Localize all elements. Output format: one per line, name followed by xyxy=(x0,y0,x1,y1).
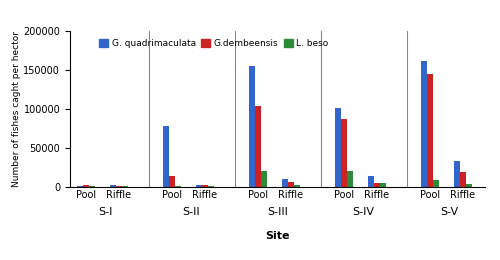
Bar xyxy=(249,66,255,187)
Bar xyxy=(454,161,460,187)
Bar xyxy=(255,106,261,187)
Bar xyxy=(89,186,95,187)
Bar xyxy=(163,126,169,187)
Bar xyxy=(421,61,427,187)
Bar xyxy=(288,182,294,187)
Bar xyxy=(460,172,466,187)
Bar xyxy=(282,179,288,187)
Bar xyxy=(433,180,439,187)
Text: S-II: S-II xyxy=(182,207,200,217)
Bar xyxy=(77,186,83,187)
Text: S-V: S-V xyxy=(440,207,458,217)
Bar xyxy=(196,185,202,187)
Text: S-III: S-III xyxy=(267,207,288,217)
Bar xyxy=(335,108,341,187)
Bar xyxy=(175,186,181,187)
Bar xyxy=(122,186,128,187)
Bar xyxy=(294,185,300,187)
X-axis label: Site: Site xyxy=(265,231,290,240)
Text: S-IV: S-IV xyxy=(352,207,374,217)
Legend: G. quadrimaculata, G.dembeensis, L. beso: G. quadrimaculata, G.dembeensis, L. beso xyxy=(96,36,332,52)
Bar xyxy=(202,185,208,187)
Bar xyxy=(341,119,347,187)
Bar xyxy=(347,171,353,187)
Y-axis label: Number of fishes caght per hector: Number of fishes caght per hector xyxy=(12,31,20,187)
Bar xyxy=(380,183,386,187)
Bar xyxy=(427,74,433,187)
Bar xyxy=(368,176,374,187)
Bar xyxy=(110,185,116,187)
Bar xyxy=(374,183,380,187)
Bar xyxy=(169,176,175,187)
Bar xyxy=(116,186,122,187)
Bar xyxy=(261,171,267,187)
Bar xyxy=(208,186,214,187)
Text: S-I: S-I xyxy=(98,207,112,217)
Bar xyxy=(83,185,89,187)
Bar xyxy=(466,184,472,187)
